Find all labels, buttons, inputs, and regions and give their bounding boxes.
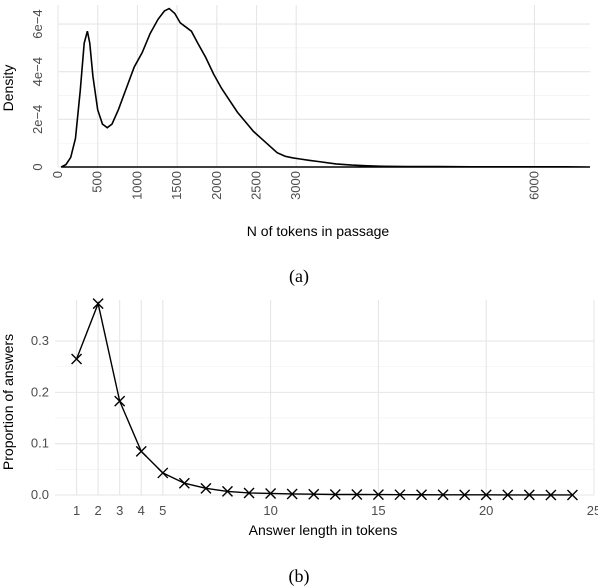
answer-length-point	[92, 298, 104, 310]
answer-length-point	[71, 353, 83, 365]
density-y-tick-label: 6e−4	[30, 9, 45, 38]
answer-length-y-tick-label: 0.2	[31, 384, 49, 399]
answer-length-x-tick-label: 4	[138, 503, 145, 518]
answer-length-point	[243, 487, 255, 499]
answer-length-point	[372, 489, 384, 501]
answer-length-line	[75, 301, 573, 496]
answer-length-point	[437, 489, 449, 501]
answer-length-x-axis-label: Answer length in tokens	[249, 522, 398, 538]
answer-length-point	[286, 488, 298, 500]
answer-length-point	[178, 477, 190, 489]
density-y-tick-labels: 0 2e−4 4e−4 6e−4	[30, 9, 45, 170]
answer-length-markers	[71, 298, 578, 501]
answer-length-x-tick-label: 25	[587, 503, 598, 518]
answer-length-x-tick-label: 10	[263, 503, 277, 518]
density-x-tick-label: 3000	[288, 171, 303, 200]
density-y-tick-label: 4e−4	[30, 57, 45, 86]
answer-length-point	[200, 482, 212, 494]
answer-length-point	[394, 489, 406, 501]
answer-length-point	[308, 488, 320, 500]
panel-a-caption: (a)	[289, 266, 309, 287]
answer-length-panel: 1 2 3 4 5 10 15 20 25 0.0 0.1 0.2 0.3 Answer length…	[0, 298, 598, 587]
answer-length-y-tick-label: 0.1	[31, 436, 49, 451]
density-y-tick-label: 2e−4	[30, 105, 45, 134]
answer-length-point	[135, 445, 147, 457]
density-x-tick-label: 2000	[209, 171, 224, 200]
answer-length-point	[265, 487, 277, 499]
density-curve	[60, 7, 591, 168]
density-y-axis-label: Density	[0, 65, 16, 112]
answer-length-point	[459, 489, 471, 501]
answer-length-point	[114, 395, 126, 407]
answer-length-point	[523, 489, 535, 501]
answer-length-point	[157, 467, 169, 479]
answer-length-point	[221, 485, 233, 497]
answer-length-point	[545, 489, 557, 501]
density-grid	[57, 5, 590, 168]
answer-length-x-tick-labels: 1 2 3 4 5 10 15 20 25	[73, 503, 598, 518]
density-x-tick-label: 1500	[169, 171, 184, 200]
answer-length-y-tick-labels: 0.0 0.1 0.2 0.3	[31, 333, 49, 502]
density-x-tick-label: 500	[90, 171, 105, 193]
answer-length-x-tick-label: 20	[479, 503, 493, 518]
density-x-axis-label: N of tokens in passage	[247, 223, 390, 239]
density-x-tick-labels: 0 500 1000 1500 2000 2500 3000 6000	[50, 171, 541, 200]
answer-length-x-tick-label: 15	[371, 503, 385, 518]
answer-length-y-tick-label: 0.3	[31, 333, 49, 348]
answer-length-point	[351, 488, 363, 500]
answer-length-y-axis-label: Proportion of answers	[0, 334, 16, 470]
density-y-tick-label: 0	[30, 163, 45, 170]
panel-b-caption: (b)	[289, 566, 310, 587]
answer-length-x-tick-label: 3	[116, 503, 123, 518]
density-panel: 0 500 1000 1500 2000 2500 3000 6000 0 2e−4 4e−4 6e…	[0, 5, 591, 287]
density-x-tick-label: 2500	[249, 171, 264, 200]
answer-length-grid	[55, 300, 595, 496]
answer-length-point	[566, 489, 578, 501]
density-x-tick-label: 0	[50, 171, 65, 178]
answer-length-point	[480, 489, 492, 501]
answer-length-point	[416, 489, 428, 501]
answer-length-point	[329, 488, 341, 500]
answer-length-x-tick-label: 5	[159, 503, 166, 518]
answer-length-y-tick-label: 0.0	[31, 487, 49, 502]
answer-length-point	[502, 489, 514, 501]
density-x-tick-label: 1000	[129, 171, 144, 200]
answer-length-x-tick-label: 1	[73, 503, 80, 518]
answer-length-x-tick-label: 2	[95, 503, 102, 518]
density-x-tick-label: 6000	[526, 171, 541, 200]
